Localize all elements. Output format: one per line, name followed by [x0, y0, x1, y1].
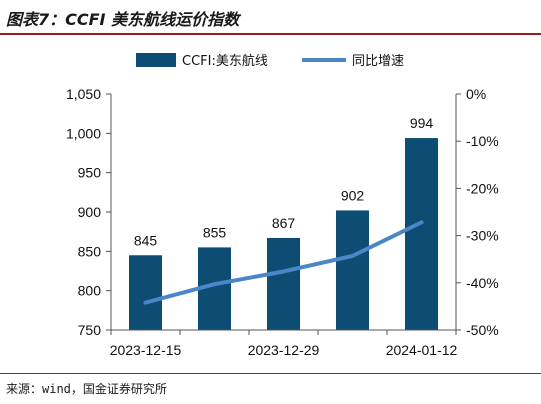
x-axis: 2023-12-15 2023-12-29 2024-01-12: [110, 329, 458, 358]
data-label: 994: [410, 115, 434, 131]
right-tick-label: -40%: [466, 275, 499, 291]
title-divider: [0, 33, 541, 35]
left-tick-label: 750: [78, 322, 102, 338]
right-tick-label: -20%: [466, 180, 499, 196]
bar: [129, 255, 162, 330]
right-tick-label: -50%: [466, 322, 499, 338]
bar: [405, 138, 438, 330]
left-tick-label: 800: [78, 283, 102, 299]
bar: [267, 237, 300, 330]
chart: CCFI:美东航线 同比增速 750 800 850 900 950 1,000 1,050…: [66, 53, 499, 358]
x-tick-label: 2023-12-15: [110, 342, 182, 358]
title-bar: 图表7：CCFI 美东航线运价指数: [0, 0, 541, 36]
right-tick-label: 0%: [466, 86, 486, 102]
data-label: 855: [203, 224, 227, 240]
source-divider: [0, 373, 541, 374]
x-tick-label: 2024-01-12: [386, 342, 458, 358]
right-tick-label: -30%: [466, 228, 499, 244]
data-labels: 845 855 867 902 994: [134, 115, 434, 248]
legend-label-line: 同比增速: [352, 54, 404, 69]
bars: [129, 138, 438, 330]
legend-label-bar: CCFI:美东航线: [182, 53, 268, 69]
left-tick-label: 850: [78, 243, 102, 259]
legend: CCFI:美东航线 同比增速: [136, 53, 404, 69]
left-axis: 750 800 850 900 950 1,000 1,050: [66, 86, 112, 338]
line-series: [143, 220, 424, 305]
chart-title: 图表7：CCFI 美东航线运价指数: [6, 10, 240, 29]
data-label: 867: [272, 215, 296, 231]
x-tick-label: 2023-12-29: [248, 342, 320, 358]
left-tick-label: 900: [78, 204, 102, 220]
right-axis: -50% -40% -30% -20% -10% 0%: [455, 86, 499, 338]
left-tick-label: 1,050: [66, 86, 101, 102]
right-tick-label: -10%: [466, 133, 499, 149]
data-label: 845: [134, 232, 158, 248]
source-note: 来源：wind，国金证券研究所: [6, 382, 167, 396]
left-tick-label: 950: [78, 165, 102, 181]
bar: [336, 210, 369, 330]
legend-swatch-bar: [136, 53, 176, 67]
data-label: 902: [341, 187, 365, 203]
left-tick-label: 1,000: [66, 125, 101, 141]
